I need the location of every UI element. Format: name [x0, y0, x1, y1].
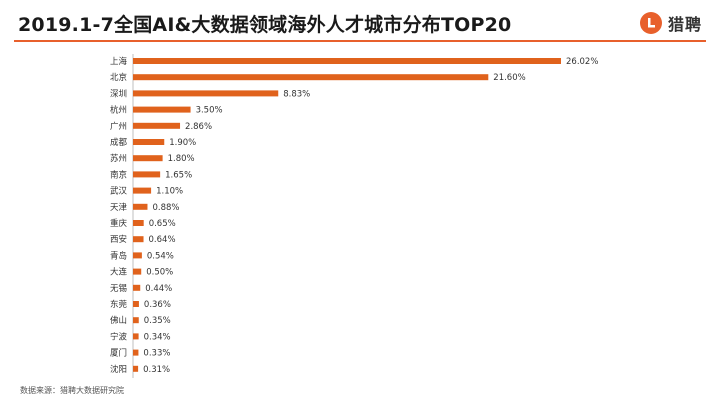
category-label: 武汉	[110, 186, 128, 197]
category-label: 西安	[110, 234, 127, 245]
value-label: 0.54%	[147, 251, 174, 261]
category-label: 天津	[110, 202, 128, 213]
bar	[133, 284, 141, 291]
bar	[133, 365, 139, 372]
value-label: 1.65%	[165, 170, 192, 180]
value-label: 0.36%	[144, 300, 171, 310]
category-label: 佛山	[110, 315, 127, 326]
category-label: 杭州	[110, 105, 127, 116]
value-label: 0.50%	[146, 268, 173, 278]
bar	[133, 74, 489, 81]
value-label: 1.10%	[156, 187, 183, 197]
value-label: 0.31%	[143, 365, 170, 375]
bar	[133, 171, 161, 178]
bar	[133, 187, 152, 194]
category-label: 深圳	[110, 88, 127, 99]
category-label: 苏州	[110, 153, 127, 164]
value-label: 0.88%	[152, 203, 179, 213]
bar	[133, 317, 139, 324]
page-title: 2019.1-7全国AI&大数据领域海外人才城市分布TOP20	[18, 14, 512, 36]
bar	[133, 155, 163, 162]
value-label: 0.34%	[144, 332, 171, 342]
bar	[133, 58, 561, 64]
value-label: 0.65%	[149, 219, 176, 229]
data-source-note: 数据来源：猎聘大数据研究院	[20, 386, 124, 395]
value-label: 0.64%	[149, 235, 176, 245]
category-label: 成都	[110, 137, 128, 148]
category-label: 大连	[110, 267, 128, 278]
bar	[133, 333, 139, 340]
category-label: 青岛	[110, 250, 127, 261]
bar	[133, 122, 181, 129]
value-label: 2.86%	[185, 122, 212, 132]
bar	[133, 236, 144, 243]
value-label: 0.44%	[145, 284, 172, 294]
bar	[133, 139, 165, 145]
category-label: 无锡	[110, 284, 128, 294]
bar	[133, 90, 279, 97]
title-divider	[14, 40, 706, 42]
value-label: 0.35%	[144, 316, 171, 326]
category-label: 重庆	[110, 218, 128, 229]
bar	[133, 203, 148, 210]
value-label: 1.90%	[169, 138, 196, 148]
value-label: 26.02%	[566, 57, 598, 67]
value-label: 8.83%	[283, 89, 310, 99]
value-label: 0.33%	[143, 349, 170, 359]
bar	[133, 252, 142, 259]
bar	[133, 301, 139, 307]
category-label: 广州	[110, 121, 127, 132]
logo-text: 猎聘	[667, 15, 702, 34]
bar	[133, 106, 191, 113]
category-label: 南京	[110, 169, 127, 180]
brand-logo: 猎聘	[639, 11, 702, 35]
category-label: 东莞	[110, 299, 128, 310]
bar	[133, 220, 144, 226]
category-label: 沈阳	[110, 364, 127, 375]
bar	[133, 268, 142, 275]
value-label: 1.80%	[168, 154, 195, 164]
liepin-logo-icon	[639, 12, 662, 34]
bar	[133, 349, 139, 356]
category-label: 厦门	[110, 348, 127, 359]
value-label: 21.60%	[493, 73, 525, 83]
category-label: 上海	[110, 56, 128, 67]
value-label: 3.50%	[196, 106, 223, 116]
category-label: 北京	[110, 72, 127, 83]
category-label: 宁波	[110, 331, 128, 342]
